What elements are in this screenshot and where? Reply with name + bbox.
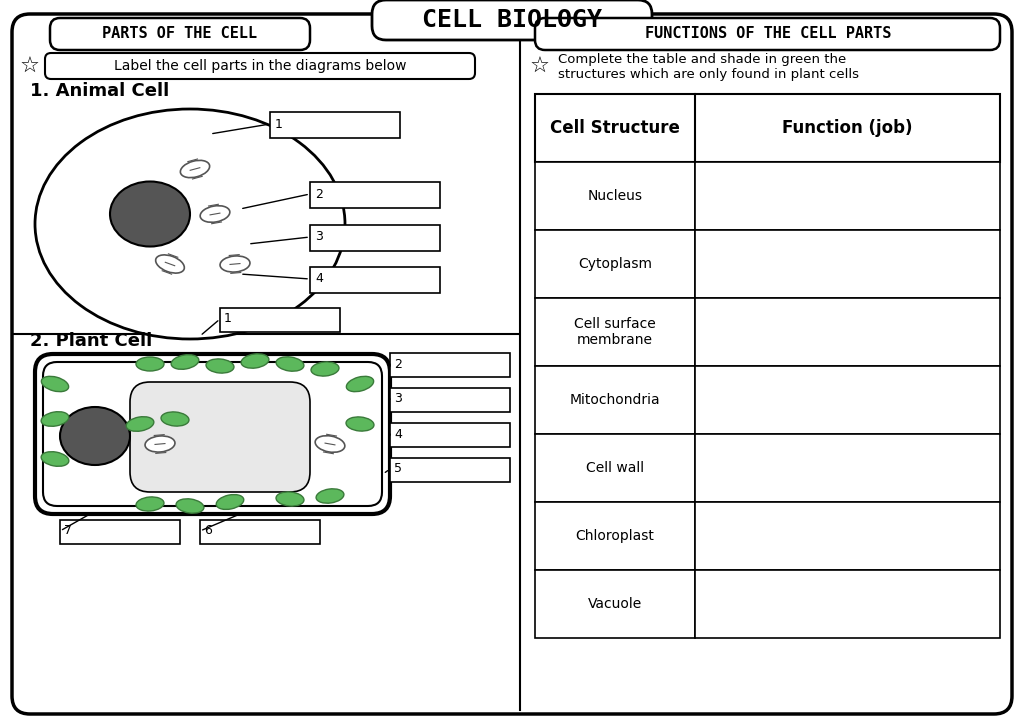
Text: Cell wall: Cell wall xyxy=(586,461,644,475)
Bar xyxy=(535,298,695,366)
Text: 2: 2 xyxy=(394,358,401,371)
Ellipse shape xyxy=(315,436,345,452)
Ellipse shape xyxy=(216,494,244,510)
Text: Nucleus: Nucleus xyxy=(588,189,642,203)
Bar xyxy=(695,230,1000,298)
Bar xyxy=(695,366,1000,434)
Text: 1. Animal Cell: 1. Animal Cell xyxy=(30,82,169,100)
Text: FUNCTIONS OF THE CELL PARTS: FUNCTIONS OF THE CELL PARTS xyxy=(645,27,891,41)
Ellipse shape xyxy=(41,412,69,426)
Ellipse shape xyxy=(206,359,233,373)
Ellipse shape xyxy=(126,417,154,432)
Bar xyxy=(535,94,1000,162)
FancyBboxPatch shape xyxy=(50,18,310,50)
Text: 3: 3 xyxy=(394,392,401,405)
FancyBboxPatch shape xyxy=(43,362,382,506)
Text: Complete the table and shade in green the
structures which are only found in pla: Complete the table and shade in green th… xyxy=(558,53,859,81)
Text: 4: 4 xyxy=(315,272,323,285)
Ellipse shape xyxy=(176,499,204,513)
Text: ☆: ☆ xyxy=(20,57,40,77)
Ellipse shape xyxy=(241,354,269,369)
Text: Cell surface
membrane: Cell surface membrane xyxy=(574,317,656,347)
Bar xyxy=(535,162,695,230)
Text: Cytoplasm: Cytoplasm xyxy=(578,257,652,271)
Ellipse shape xyxy=(136,357,164,371)
Ellipse shape xyxy=(316,489,344,503)
Bar xyxy=(310,182,440,208)
Bar xyxy=(390,458,510,482)
Ellipse shape xyxy=(346,376,374,392)
Text: Label the cell parts in the diagrams below: Label the cell parts in the diagrams bel… xyxy=(114,59,407,73)
Bar xyxy=(695,434,1000,502)
Text: Mitochondria: Mitochondria xyxy=(569,393,660,407)
Ellipse shape xyxy=(156,255,184,273)
Ellipse shape xyxy=(180,160,210,177)
Text: Vacuole: Vacuole xyxy=(588,597,642,611)
Ellipse shape xyxy=(35,109,345,339)
Text: 4: 4 xyxy=(394,427,401,440)
Text: Chloroplast: Chloroplast xyxy=(575,529,654,543)
Bar xyxy=(60,520,180,544)
Ellipse shape xyxy=(60,407,130,465)
Bar xyxy=(535,230,695,298)
Ellipse shape xyxy=(276,492,304,506)
FancyBboxPatch shape xyxy=(130,382,310,492)
Ellipse shape xyxy=(171,355,199,369)
Bar xyxy=(390,353,510,377)
Bar xyxy=(390,388,510,412)
Ellipse shape xyxy=(136,497,164,511)
FancyBboxPatch shape xyxy=(535,18,1000,50)
Text: 3: 3 xyxy=(315,230,323,243)
Ellipse shape xyxy=(200,206,229,222)
Text: ☆: ☆ xyxy=(530,57,550,77)
Ellipse shape xyxy=(41,452,69,466)
Text: 2. Plant Cell: 2. Plant Cell xyxy=(30,332,153,350)
FancyBboxPatch shape xyxy=(12,14,1012,714)
Bar xyxy=(695,570,1000,638)
Bar xyxy=(270,112,400,138)
Bar xyxy=(535,434,695,502)
Text: Function (job): Function (job) xyxy=(782,119,912,137)
Ellipse shape xyxy=(311,362,339,376)
Ellipse shape xyxy=(276,357,304,371)
Bar xyxy=(390,423,510,447)
Bar xyxy=(535,570,695,638)
Text: 1: 1 xyxy=(275,117,283,130)
Bar xyxy=(310,267,440,293)
Bar xyxy=(535,502,695,570)
Bar xyxy=(200,520,319,544)
Ellipse shape xyxy=(41,376,69,392)
FancyBboxPatch shape xyxy=(372,0,652,40)
Bar xyxy=(220,308,340,332)
Bar xyxy=(535,366,695,434)
Ellipse shape xyxy=(346,417,374,431)
Text: 7: 7 xyxy=(63,524,72,537)
FancyBboxPatch shape xyxy=(45,53,475,79)
Text: 2: 2 xyxy=(315,188,323,201)
Text: 6: 6 xyxy=(204,524,212,537)
Text: 1: 1 xyxy=(224,313,231,326)
Text: Cell Structure: Cell Structure xyxy=(550,119,680,137)
Ellipse shape xyxy=(220,256,250,272)
Text: CELL BIOLOGY: CELL BIOLOGY xyxy=(422,8,602,32)
Ellipse shape xyxy=(145,436,175,452)
FancyBboxPatch shape xyxy=(35,354,390,514)
Text: PARTS OF THE CELL: PARTS OF THE CELL xyxy=(102,27,258,41)
Bar xyxy=(310,225,440,251)
Text: 5: 5 xyxy=(394,463,402,476)
Bar xyxy=(695,502,1000,570)
Ellipse shape xyxy=(161,412,189,426)
Bar xyxy=(695,162,1000,230)
Ellipse shape xyxy=(110,182,190,246)
Bar xyxy=(695,298,1000,366)
